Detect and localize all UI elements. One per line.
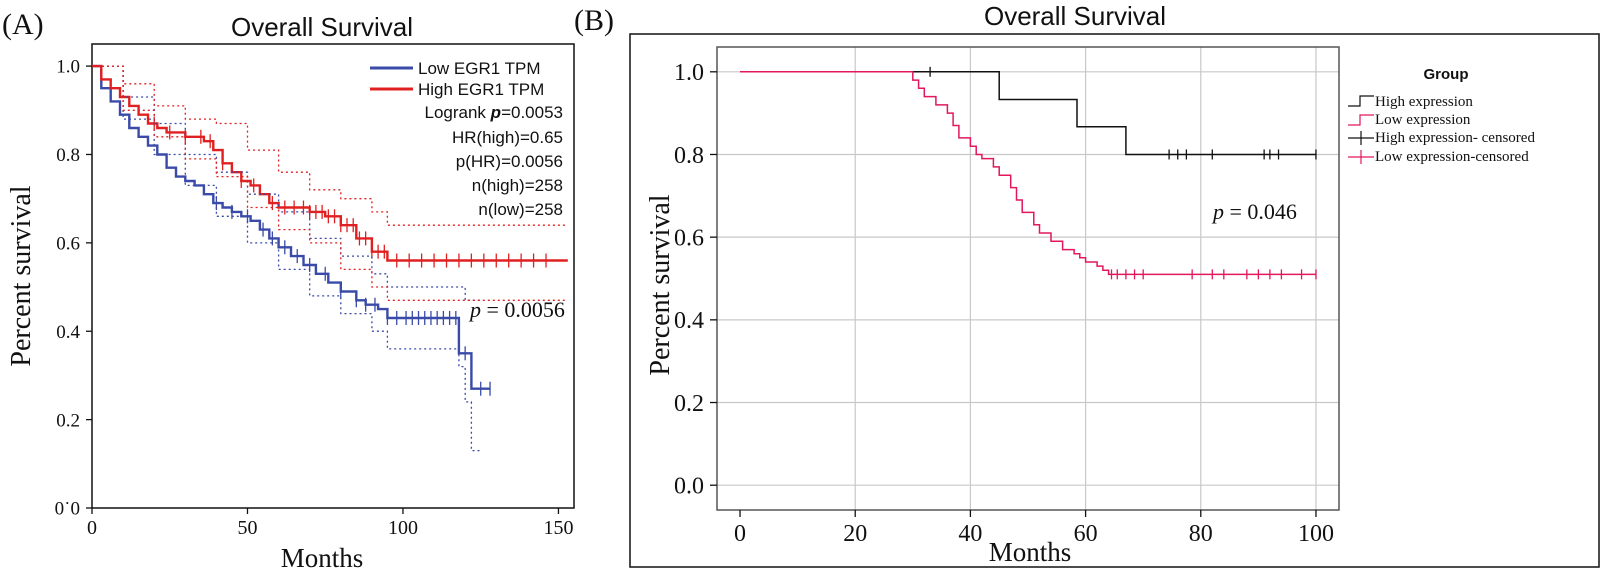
- high-ci-upper-curve: [92, 65, 568, 226]
- panel-a-x-axis: 0 50 100 150: [87, 508, 573, 539]
- y-tick-label-0: 0˙0: [55, 499, 80, 520]
- panel-b-legend-title: Group: [1424, 66, 1469, 83]
- panel-a-p-value-annotation: p = 0.0056: [468, 297, 565, 322]
- panel-b-p-value-annotation: p = 0.046: [1211, 199, 1297, 224]
- legend-swatch-low-expression: [1348, 114, 1374, 126]
- low-egr1-tpm-curve: [92, 64, 490, 390]
- p-hr-stat: p(HR)=0.0056: [456, 152, 563, 171]
- y-tick-label-0: 0.0: [674, 474, 704, 500]
- panel-a-y-axis-label: Percent survival: [6, 185, 37, 366]
- panel-b-legend: Group High expression Low expression Hig…: [1348, 66, 1535, 165]
- panel-b-x-axis: 0 20 40 60 80 100: [734, 510, 1334, 547]
- panel-a-title: Overall Survival: [231, 12, 413, 42]
- y-tick-label-2: 0.4: [674, 308, 704, 334]
- panel-a-p-value: = 0.0056: [481, 297, 565, 322]
- panel-a-x-axis-label: Months: [281, 543, 364, 573]
- panel-b-y-axis-label: Percent survival: [645, 194, 676, 375]
- y-tick-label-5: 1.0: [674, 60, 704, 86]
- panel-b-title: Overall Survival: [984, 1, 1166, 31]
- panel-b-outer-border: [629, 33, 1600, 568]
- panel-b-p-value: = 0.046: [1224, 199, 1297, 224]
- panel-b-y-axis: 0.0 0.2 0.4 0.6 0.8 1.0: [674, 60, 717, 500]
- x-tick-label-2: 40: [958, 521, 982, 547]
- panel-a-y-axis: 0˙0 0.2 0.4 0.6 0.8 1.0: [55, 57, 92, 520]
- x-tick-label-0: 0: [87, 517, 97, 539]
- panel-a-plot-frame: [91, 43, 575, 509]
- x-tick-label-2: 100: [388, 517, 418, 539]
- legend-label-high-expression: High expression: [1375, 94, 1473, 110]
- y-tick-label-1: 0.2: [56, 410, 80, 431]
- panel-b-curves: [740, 66, 1317, 280]
- y-tick-label-3: 0.6: [674, 226, 704, 252]
- y-tick-label-4: 0.8: [56, 145, 80, 166]
- y-tick-label-4: 0.8: [674, 143, 704, 169]
- panel-b-label: (B): [574, 4, 614, 37]
- n-low-stat: n(low)=258: [478, 200, 563, 219]
- panel-b-grid: [717, 47, 1339, 510]
- legend-label-low-censored: Low expression-censored: [1375, 149, 1529, 165]
- n-high-stat: n(high)=258: [472, 176, 563, 195]
- y-tick-label-5: 1.0: [56, 57, 80, 78]
- x-tick-label-5: 100: [1298, 521, 1334, 547]
- legend-label-low-egr1: Low EGR1 TPM: [418, 59, 541, 78]
- x-tick-label-4: 80: [1189, 521, 1213, 547]
- panel-a: (A) Overall Survival 0˙00.20.40.60.81.0 …: [2, 8, 575, 573]
- y-tick-label-2: 0.4: [56, 322, 80, 343]
- y-tick-label-3: 0.6: [56, 234, 80, 255]
- x-tick-label-1: 50: [237, 517, 257, 539]
- logrank-p-symbol: p: [490, 103, 501, 122]
- x-tick-label-3: 150: [543, 517, 573, 539]
- panel-b: (B) Overall Survival 0.00.20.40.60.81.0 …: [574, 1, 1600, 568]
- panel-a-p-symbol: p: [468, 297, 481, 322]
- legend-label-high-egr1: High EGR1 TPM: [418, 80, 544, 99]
- hr-high-stat: HR(high)=0.65: [452, 128, 563, 147]
- panel-b-p-symbol: p: [1211, 199, 1224, 224]
- high-expression-curve: [740, 71, 1316, 156]
- logrank-value: =0.0053: [501, 103, 563, 122]
- panel-a-stats: Logrank p=0.0053 HR(high)=0.65 p(HR)=0.0…: [425, 103, 564, 219]
- legend-label-high-censored: High expression- censored: [1375, 130, 1535, 146]
- panel-a-curves: [92, 64, 568, 452]
- x-tick-label-3: 60: [1074, 521, 1098, 547]
- panel-a-label: (A): [2, 8, 44, 41]
- x-tick-label-1: 20: [843, 521, 867, 547]
- low-expression-curve: [740, 71, 1316, 276]
- low-ci-lower-curve: [92, 65, 481, 452]
- panel-b-plot-frame: [716, 46, 1340, 511]
- logrank-prefix: Logrank: [425, 103, 491, 122]
- y-tick-label-1: 0.2: [674, 391, 704, 417]
- panel-b-x-axis-label: Months: [989, 537, 1072, 567]
- legend-swatch-high-expression: [1348, 95, 1374, 107]
- low-ci-upper-curve: [92, 65, 481, 301]
- x-tick-label-0: 0: [734, 521, 746, 547]
- logrank-stat: Logrank p=0.0053: [425, 103, 564, 122]
- panel-a-legend: Low EGR1 TPM High EGR1 TPM: [370, 59, 544, 99]
- high-ci-lower-curve: [92, 65, 568, 301]
- legend-label-low-expression: Low expression: [1375, 112, 1471, 128]
